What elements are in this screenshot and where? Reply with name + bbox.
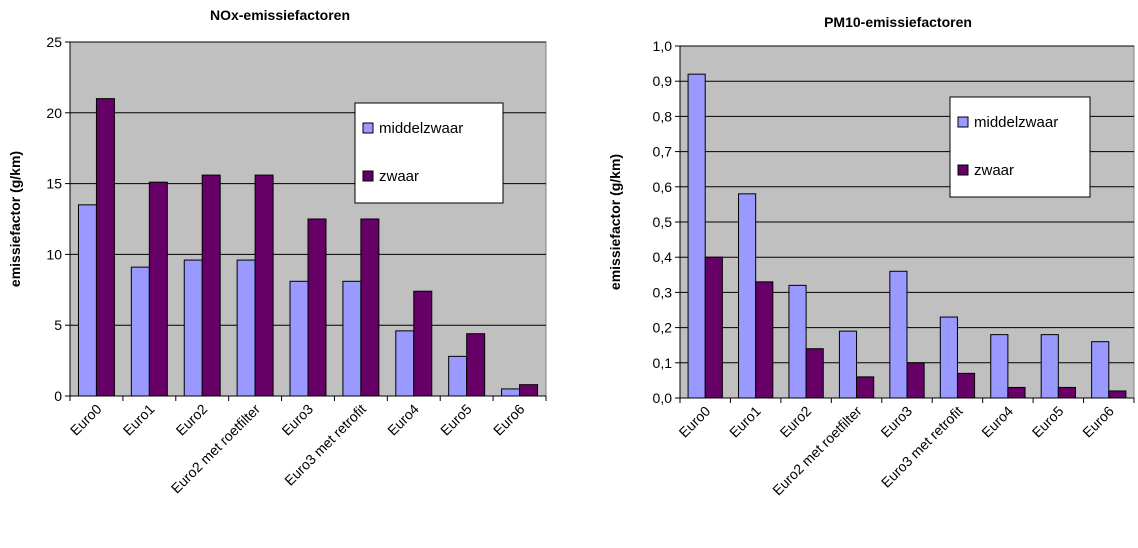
x-tick-label: Euro0 (676, 403, 714, 441)
bar-zwaar (805, 348, 824, 399)
x-tick-label: Euro3 (278, 401, 316, 439)
y-axis-label: emissiefactor (g/km) (7, 151, 23, 287)
legend-label-middelzwaar: middelzwaar (974, 114, 1058, 131)
pm10-chart-svg: PM10-emissiefactoren emissiefactor (g/km)… (607, 14, 1135, 499)
bar-middelzwaar (77, 204, 97, 397)
x-tick-label: Euro2 (173, 401, 211, 439)
y-tick-label: 0,8 (653, 108, 673, 124)
bar-zwaar (360, 218, 380, 397)
y-tick-label: 0,0 (653, 390, 673, 406)
bar-middelzwaar (130, 266, 150, 397)
x-tick-label: Euro6 (490, 401, 528, 439)
bar-middelzwaar (838, 330, 858, 399)
bar-zwaar (466, 333, 486, 397)
y-tick-label: 20 (46, 105, 62, 121)
y-tick-label: 0,3 (653, 284, 673, 300)
bar-middelzwaar (236, 259, 256, 397)
legend-swatch-zwaar (957, 164, 969, 176)
nox-chart: NOx-emissiefactoren emissiefactor (g/km) 0… (0, 0, 569, 543)
y-tick-label: 10 (46, 246, 62, 262)
x-tick-label: Euro6 (1079, 403, 1117, 441)
bar-middelzwaar (1091, 341, 1110, 399)
x-tick-label: Euro4 (978, 403, 1016, 441)
bar-zwaar (704, 256, 723, 399)
bar-zwaar (1007, 386, 1026, 399)
legend-swatch-middelzwaar (957, 116, 969, 128)
legend-box (354, 102, 504, 204)
x-tick-label: Euro2 met roetfilter (168, 401, 264, 497)
bar-middelzwaar (889, 270, 908, 399)
bar-zwaar (1108, 390, 1127, 399)
bar-zwaar (906, 362, 925, 399)
x-tick-label: Euro2 met roetfilter (769, 403, 865, 499)
legend-label-zwaar: zwaar (974, 162, 1014, 179)
y-tick-label: 0 (54, 388, 62, 404)
x-tick-label: Euro1 (120, 401, 158, 439)
bar-middelzwaar (342, 280, 362, 397)
y-tick-label: 25 (46, 34, 62, 50)
bar-middelzwaar (395, 330, 415, 397)
bar-middelzwaar (687, 73, 706, 399)
x-tick-label: Euro5 (1029, 403, 1067, 441)
pm10-chart: PM10-emissiefactoren emissiefactor (g/km)… (569, 0, 1138, 543)
legend-label-zwaar: zwaar (379, 168, 419, 185)
bar-zwaar (254, 174, 274, 397)
bar-middelzwaar (788, 284, 807, 399)
bar-middelzwaar (183, 259, 203, 397)
bar-zwaar (956, 372, 976, 399)
legend-swatch-middelzwaar (362, 122, 374, 134)
y-tick-label: 0,1 (653, 355, 673, 371)
chart-title: NOx-emissiefactoren (210, 7, 350, 23)
y-tick-label: 0,7 (653, 144, 673, 160)
bar-zwaar (519, 384, 539, 397)
bar-middelzwaar (738, 193, 757, 399)
bar-zwaar (413, 290, 433, 397)
chart-title: PM10-emissiefactoren (824, 14, 972, 30)
legend: middelzwaar zwaar (949, 96, 1091, 198)
y-axis-label: emissiefactor (g/km) (607, 154, 623, 290)
legend-label-middelzwaar: middelzwaar (379, 120, 463, 137)
y-tick-label: 0,5 (653, 214, 673, 230)
x-tick-label: Euro2 (777, 403, 815, 441)
bar-zwaar (856, 376, 875, 399)
bar-middelzwaar (939, 316, 958, 399)
x-tick-label: Euro4 (384, 401, 422, 439)
y-tick-label: 0,4 (653, 249, 673, 265)
bar-middelzwaar (501, 388, 521, 397)
bar-middelzwaar (448, 355, 468, 397)
nox-chart-svg: NOx-emissiefactoren emissiefactor (g/km) 0… (7, 7, 547, 497)
bar-zwaar (1057, 386, 1076, 399)
legend-swatch-zwaar (362, 170, 374, 182)
bar-zwaar (95, 98, 115, 397)
x-tick-label: Euro3 (877, 403, 915, 441)
bar-middelzwaar (289, 280, 309, 397)
legend: middelzwaar zwaar (354, 102, 504, 204)
y-tick-label: 1,0 (653, 38, 673, 54)
legend-box (949, 96, 1091, 198)
y-tick-label: 5 (54, 317, 62, 333)
x-tick-label: Euro1 (726, 403, 764, 441)
y-tick-label: 15 (46, 176, 62, 192)
y-tick-label: 0,2 (653, 320, 673, 336)
bar-zwaar (755, 281, 774, 399)
x-tick-label: Euro5 (437, 401, 475, 439)
bar-middelzwaar (990, 334, 1009, 399)
bar-zwaar (201, 174, 221, 397)
bar-zwaar (307, 218, 327, 397)
y-tick-label: 0,9 (653, 73, 673, 89)
bar-middelzwaar (1040, 334, 1059, 399)
bar-zwaar (148, 181, 168, 397)
x-tick-label: Euro0 (67, 401, 105, 439)
y-tick-label: 0,6 (653, 179, 673, 195)
